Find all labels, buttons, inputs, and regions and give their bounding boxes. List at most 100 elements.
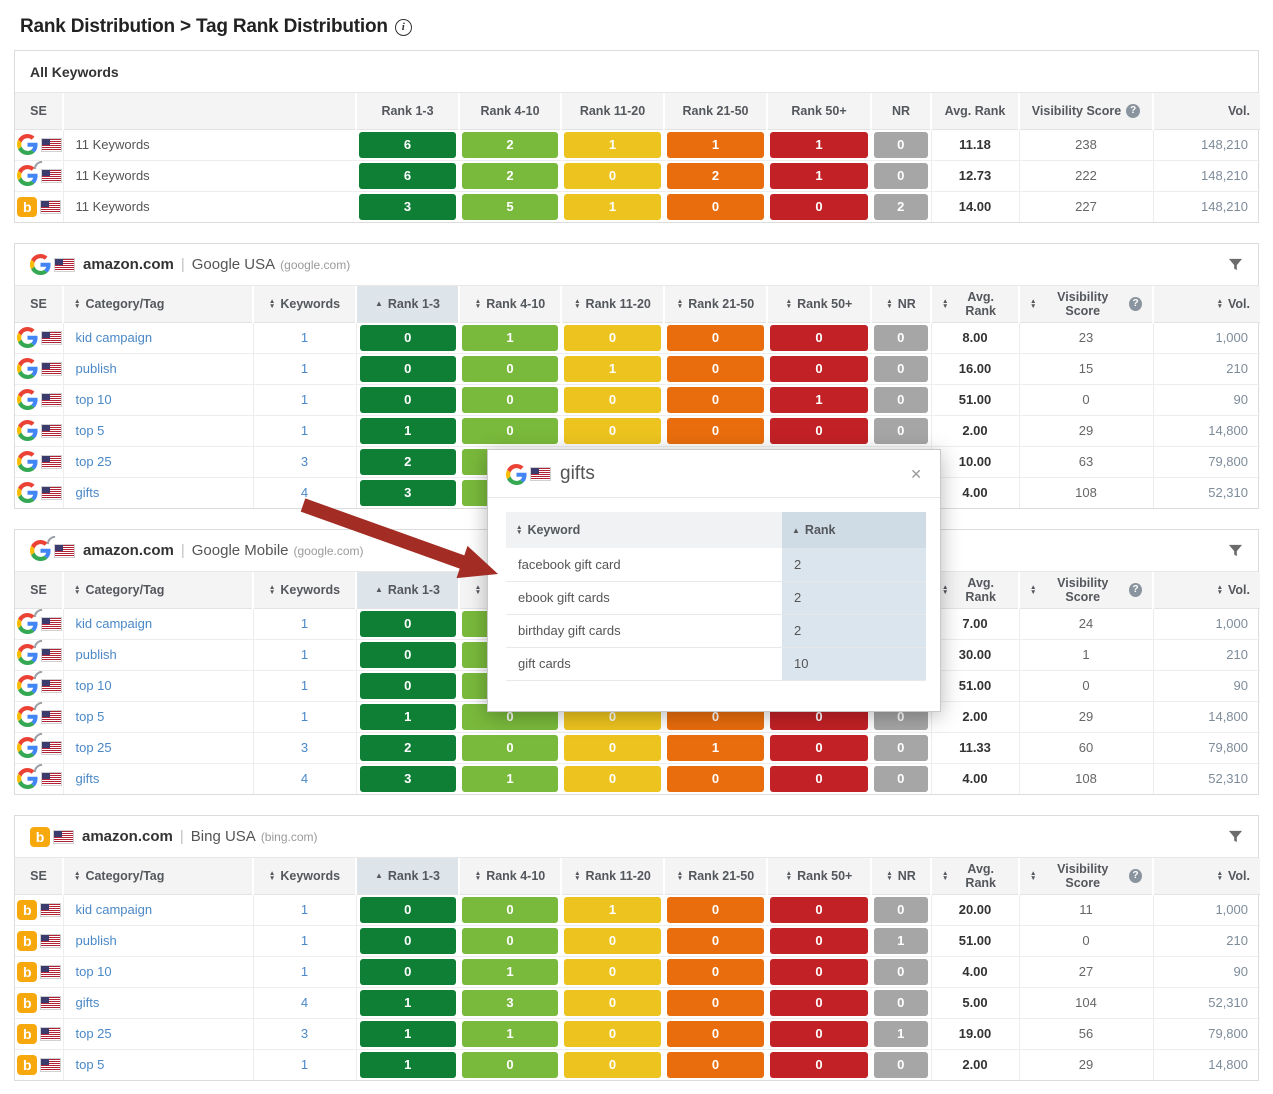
rank-cell: 2 xyxy=(871,191,931,222)
popup-column-header-rank[interactable]: ▲ Rank xyxy=(782,512,926,548)
column-header-kw[interactable]: ▲ ▼ Keywords xyxy=(253,572,357,609)
keywords-count-link[interactable]: 1 xyxy=(300,933,309,948)
column-header-vs[interactable]: ▲ ▼ Visibility Score? xyxy=(1019,572,1154,609)
rank-cell: 0 xyxy=(459,384,561,416)
column-header-vol[interactable]: ▲ ▼ Vol. xyxy=(1153,572,1260,609)
filter-icon[interactable] xyxy=(1228,257,1243,272)
category-link[interactable]: kid campaign xyxy=(75,330,153,345)
column-header-r13[interactable]: ▲ Rank 1-3 xyxy=(356,286,460,323)
column-header-vol[interactable]: ▲ ▼ Vol. xyxy=(1153,286,1260,323)
column-header-avg[interactable]: ▲ ▼ Avg. Rank xyxy=(931,286,1020,323)
category-link[interactable]: top 25 xyxy=(75,740,112,755)
column-header-avg[interactable]: ▲ ▼ Avg. Rank xyxy=(931,572,1020,609)
column-header-r50[interactable]: ▲▼ Rank 50+ xyxy=(767,286,872,323)
category-link[interactable]: top 10 xyxy=(75,964,112,979)
column-header-cat[interactable]: ▲ ▼ Category/Tag xyxy=(63,858,254,895)
google-icon xyxy=(506,463,527,485)
category-link[interactable]: publish xyxy=(75,647,117,662)
rank-badge: 2 xyxy=(359,448,456,475)
popup-column-header-keyword[interactable]: ▲ ▼ Keyword xyxy=(506,512,782,548)
column-header-nr[interactable]: ▲▼ NR xyxy=(871,286,932,323)
keywords-count-link[interactable]: 4 xyxy=(300,995,309,1010)
section-google-usa: amazon.com | Google USA (google.com) SE ▲… xyxy=(14,243,1260,509)
column-header-r410[interactable]: ▲▼ Rank 4-10 xyxy=(459,858,562,895)
column-header-r2150[interactable]: ▲▼ Rank 21-50 xyxy=(664,858,768,895)
category-link[interactable]: top 25 xyxy=(75,454,112,469)
category-cell: top 10 xyxy=(63,956,254,988)
visibility-score-cell: 60 xyxy=(1018,732,1153,764)
category-link[interactable]: kid campaign xyxy=(75,616,153,631)
column-header-cat[interactable]: ▲ ▼ Category/Tag xyxy=(63,286,254,323)
keywords-count-link[interactable]: 1 xyxy=(300,678,309,693)
se-cell xyxy=(15,322,64,354)
category-link[interactable]: top 5 xyxy=(75,1057,105,1073)
keywords-count-link[interactable]: 1 xyxy=(300,330,309,345)
keywords-count-link[interactable]: 1 xyxy=(300,1057,309,1073)
category-link[interactable]: top 10 xyxy=(75,678,112,693)
volume-cell: 90 xyxy=(1152,384,1260,416)
column-header-avg[interactable]: ▲ ▼ Avg. Rank xyxy=(931,858,1020,895)
column-header-kw[interactable]: ▲ ▼ Keywords xyxy=(253,286,357,323)
table-row: top 25 3 2 0 0 1 0 0 11.33 60 79,800 xyxy=(15,732,1260,764)
category-link[interactable]: top 10 xyxy=(75,392,112,407)
close-icon[interactable]: ✕ xyxy=(910,465,922,482)
info-icon[interactable]: i xyxy=(394,18,412,36)
rank-cell: 0 xyxy=(561,732,664,764)
rank-badge: 0 xyxy=(359,324,456,351)
category-link[interactable]: top 5 xyxy=(75,709,105,724)
column-header-r410[interactable]: ▲▼ Rank 4-10 xyxy=(459,286,562,323)
filter-icon[interactable] xyxy=(1228,829,1243,844)
keywords-count-label: 11 Keywords xyxy=(63,160,356,192)
keywords-count-link[interactable]: 4 xyxy=(300,485,309,501)
engine-host: (bing.com) xyxy=(260,829,318,844)
keywords-count-link[interactable]: 1 xyxy=(300,361,309,376)
column-header-cat[interactable]: ▲ ▼ Category/Tag xyxy=(63,572,254,609)
category-link[interactable]: top 5 xyxy=(75,423,105,438)
column-header-r50[interactable]: ▲▼ Rank 50+ xyxy=(767,858,872,895)
help-icon[interactable]: ? xyxy=(1126,103,1141,118)
column-header-nr[interactable]: ▲▼ NR xyxy=(871,858,932,895)
category-link[interactable]: gifts xyxy=(75,771,100,787)
category-link[interactable]: top 25 xyxy=(75,1026,112,1041)
help-icon[interactable]: ? xyxy=(1129,582,1142,597)
column-header-r13[interactable]: ▲ Rank 1-3 xyxy=(356,858,460,895)
keywords-count-link[interactable]: 1 xyxy=(300,616,309,631)
rank-badge: 1 xyxy=(359,1020,456,1047)
keywords-count-link[interactable]: 1 xyxy=(300,709,309,724)
column-header-vs[interactable]: ▲ ▼ Visibility Score? xyxy=(1019,286,1154,323)
column-header-r1120[interactable]: ▲▼ Rank 11-20 xyxy=(561,858,665,895)
us-flag-icon xyxy=(41,741,61,754)
column-header-vs[interactable]: ▲ ▼ Visibility Score? xyxy=(1019,858,1154,895)
keywords-count-link[interactable]: 3 xyxy=(300,740,309,755)
rank-badge: 1 xyxy=(359,989,456,1016)
column-header-vol[interactable]: ▲ ▼ Vol. xyxy=(1153,858,1260,895)
sort-icon: ▲▼ xyxy=(268,869,276,882)
filter-icon[interactable] xyxy=(1228,543,1243,558)
column-header-r1120[interactable]: ▲▼ Rank 11-20 xyxy=(561,286,665,323)
keywords-count-link[interactable]: 1 xyxy=(300,647,309,662)
category-link[interactable]: gifts xyxy=(75,485,100,501)
column-header-r2150[interactable]: ▲▼ Rank 21-50 xyxy=(664,286,768,323)
column-header-kw[interactable]: ▲ ▼ Keywords xyxy=(253,858,357,895)
keywords-count-link[interactable]: 4 xyxy=(300,771,309,787)
column-label: Avg. Rank xyxy=(965,861,996,890)
se-cell xyxy=(15,701,64,733)
keywords-count-link[interactable]: 3 xyxy=(300,454,309,469)
sort-icon: ▲▼ xyxy=(785,297,793,310)
help-icon[interactable]: ? xyxy=(1129,868,1142,883)
keywords-count-cell: 3 xyxy=(253,732,357,764)
keywords-count-link[interactable]: 3 xyxy=(300,1026,309,1041)
column-header-r13[interactable]: ▲ Rank 1-3 xyxy=(356,572,460,609)
keywords-count-link[interactable]: 1 xyxy=(300,964,309,979)
keywords-count-link[interactable]: 1 xyxy=(300,392,309,407)
category-link[interactable]: publish xyxy=(75,933,117,948)
rank-cell: 2 xyxy=(459,129,561,161)
avg-rank-cell: 20.00 xyxy=(930,894,1019,926)
rank-cell: 0 xyxy=(561,415,664,447)
category-link[interactable]: kid campaign xyxy=(75,902,153,917)
help-icon[interactable]: ? xyxy=(1129,296,1142,311)
keywords-count-link[interactable]: 1 xyxy=(300,423,309,438)
keywords-count-link[interactable]: 1 xyxy=(300,902,309,917)
category-link[interactable]: gifts xyxy=(75,995,100,1010)
category-link[interactable]: publish xyxy=(75,361,117,376)
